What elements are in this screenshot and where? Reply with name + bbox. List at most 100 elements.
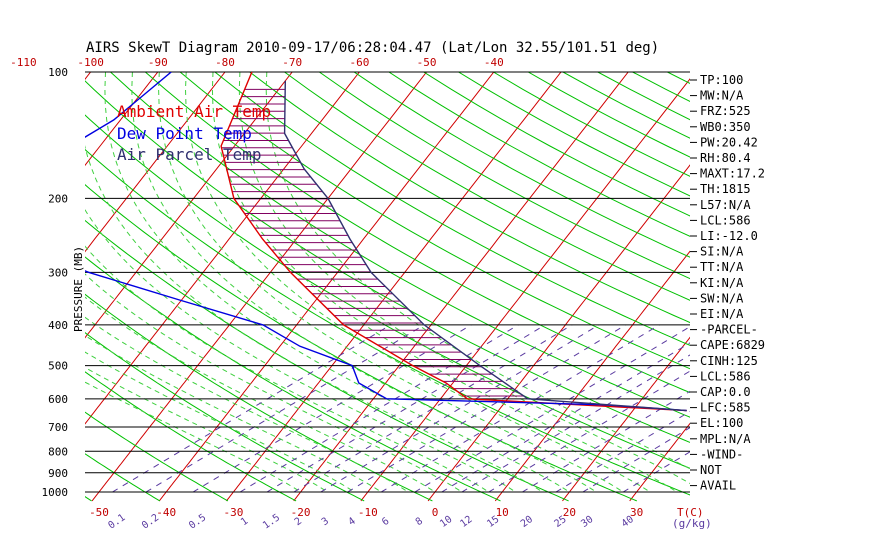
- moist-adiabat-line: [238, 72, 690, 485]
- top-temp-tick-label: -110: [10, 56, 37, 69]
- pressure-tick-label: 800: [48, 445, 68, 458]
- top-temp-tick-label: -100: [77, 56, 104, 69]
- mixing-ratio-tick-label: 20: [519, 514, 535, 530]
- pressure-tick-label: 900: [48, 467, 68, 480]
- index-label: SI:N/A: [700, 245, 744, 259]
- ambient-temp-line: [220, 72, 687, 412]
- index-label: CAP:0.0: [700, 385, 751, 399]
- bottom-temp-tick-label: 10: [496, 506, 509, 519]
- dry-adiabat-line: [85, 114, 690, 469]
- moist-adiabat-line: [85, 334, 382, 493]
- legend-item-ambient: Ambient Air Temp: [117, 102, 271, 121]
- top-temp-tick-label: -70: [282, 56, 302, 69]
- moist-adiabat-line: [85, 296, 436, 493]
- index-label: MW:N/A: [700, 89, 744, 103]
- moist-adiabat-line: [85, 316, 409, 493]
- parcel-temp-line: [283, 80, 687, 412]
- mixing-ratio-tick-label: 0.1: [106, 512, 127, 531]
- mixing-ratio-line: [192, 324, 472, 493]
- index-label: MPL:N/A: [700, 432, 751, 446]
- dry-adiabat-line: [85, 453, 161, 502]
- top-temp-tick-label: -80: [215, 56, 235, 69]
- index-label: LCL:586: [700, 213, 751, 227]
- dry-adiabat-line: [319, 72, 690, 280]
- dry-adiabat-line: [85, 184, 637, 502]
- mixing-ratio-line: [555, 410, 690, 493]
- index-label: -WIND-: [700, 447, 743, 461]
- index-label: EL:100: [700, 416, 743, 430]
- legend-item-dewpoint: Dew Point Temp: [117, 124, 252, 143]
- pressure-tick-label: 600: [48, 393, 68, 406]
- legend-item-parcel: Air Parcel Temp: [117, 145, 262, 164]
- dry-adiabat-line: [214, 72, 690, 346]
- index-label: FRZ:525: [700, 104, 751, 118]
- isotherm-line: [0, 72, 23, 501]
- mixing-ratio-tick-label: 6: [380, 516, 391, 528]
- dry-adiabat-line: [85, 411, 229, 502]
- pressure-tick-label: 400: [48, 319, 68, 332]
- isotherm-line: [360, 78, 690, 502]
- moist-adiabat-line: [85, 145, 543, 493]
- mixing-ratio-axis-label: (g/kg): [672, 517, 712, 530]
- mixing-ratio-tick-label: 10: [438, 514, 454, 530]
- dry-adiabat-line: [110, 72, 690, 418]
- moist-adiabat-line: [131, 72, 597, 493]
- cape-hatching: [221, 88, 524, 397]
- bottom-temp-tick-label: 0: [432, 506, 439, 519]
- isotherm-line: [91, 72, 427, 502]
- isotherm-line: [629, 422, 690, 502]
- temp-axis-label: T(C): [677, 506, 704, 519]
- mixing-ratio-tick-label: 12: [458, 514, 474, 530]
- index-label: LCL:586: [700, 369, 751, 383]
- index-label: -PARCEL-: [700, 323, 758, 337]
- pressure-tick-label: 200: [48, 192, 68, 205]
- dry-adiabat-line: [0, 72, 24, 501]
- legend: Ambient Air Temp Dew Point Temp Air Parc…: [117, 102, 271, 164]
- moist-adiabat-line: [158, 72, 624, 493]
- moist-adiabat-line: [85, 381, 301, 493]
- top-temp-tick-label: -90: [148, 56, 168, 69]
- pressure-tick-label: 1000: [42, 486, 69, 499]
- isotherm-line: [764, 72, 870, 501]
- pressure-tick-label: 700: [48, 421, 68, 434]
- pressure-tick-label: 100: [48, 66, 68, 79]
- dry-adiabat-line: [85, 219, 569, 502]
- index-label: L57:N/A: [700, 198, 751, 212]
- dry-adiabat-line: [667, 72, 690, 84]
- dry-adiabat-line: [249, 72, 690, 324]
- dry-adiabat-line: [179, 72, 690, 370]
- isotherm-line: [226, 72, 562, 502]
- isotherm-lines: [0, 72, 870, 502]
- bottom-temp-tick-label: 20: [563, 506, 576, 519]
- index-label: WB0:350: [700, 120, 751, 134]
- moist-adiabat-line: [85, 245, 490, 493]
- top-temp-tick-label: -40: [484, 56, 504, 69]
- mixing-ratio-line: [112, 324, 391, 493]
- bottom-temp-tick-label: 30: [630, 506, 643, 519]
- moist-adiabat-line: [85, 273, 463, 493]
- isotherm-line: [158, 72, 495, 502]
- mixing-ratio-tick-label: 0.5: [187, 512, 208, 531]
- index-label: TH:1815: [700, 182, 751, 196]
- index-label: MAXT:17.2: [700, 167, 765, 181]
- mixing-ratio-line: [380, 324, 660, 493]
- dry-adiabat-line: [458, 72, 690, 197]
- mixing-ratio-tick-label: 3: [320, 516, 331, 528]
- moist-adiabat-line: [85, 367, 328, 493]
- isotherm-line: [85, 72, 360, 425]
- top-temp-tick-label: -50: [417, 56, 437, 69]
- chart-title: AIRS SkewT Diagram 2010-09-17/06:28:04.4…: [86, 40, 659, 56]
- dry-adiabat-line: [144, 72, 690, 394]
- dry-adiabat-line: [85, 256, 501, 502]
- dry-adiabat-line: [284, 72, 690, 301]
- bottom-temp-tick-label: -40: [156, 506, 176, 519]
- isotherm-line: [562, 336, 690, 502]
- mixing-ratio-tick-label: 8: [414, 516, 425, 528]
- moist-adiabat-line: [184, 72, 651, 493]
- dry-adiabat-line: [85, 80, 690, 443]
- pressure-tick-label: 500: [48, 360, 68, 373]
- bottom-temp-ticks: -50 -40 -30 -20 -10 0 10 20 30: [89, 506, 643, 519]
- index-label: CINH:125: [700, 354, 758, 368]
